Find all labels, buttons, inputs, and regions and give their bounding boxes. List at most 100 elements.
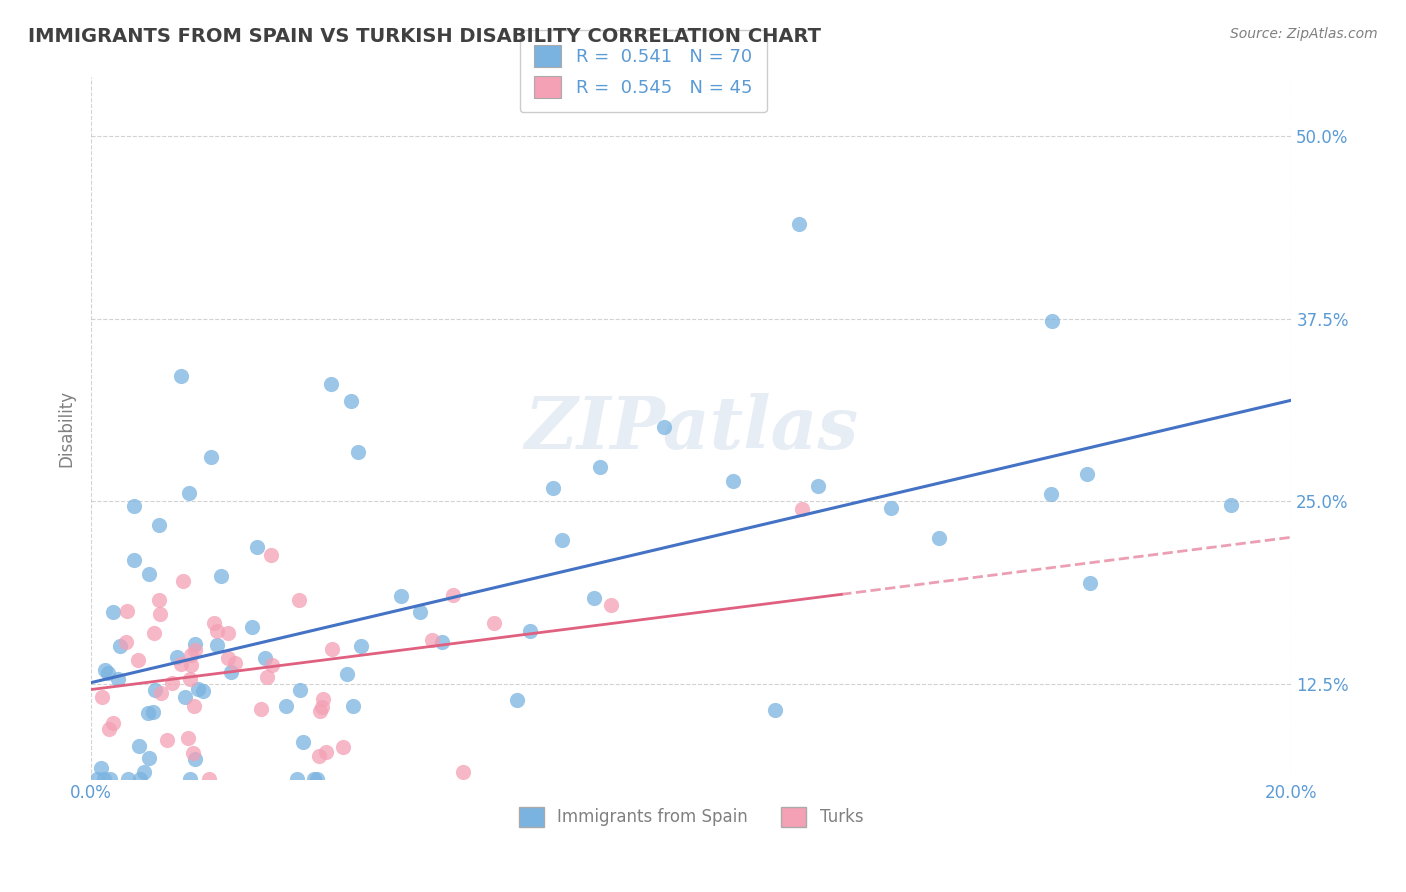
Point [1040,487,1063,501]
Point [441,588,464,602]
Point [97,665,120,680]
Point [107,673,129,687]
Point [308,748,330,763]
Point [340,394,363,409]
Point [115,635,138,649]
Point [183,751,205,765]
Point [138,566,160,581]
Point [420,633,443,648]
Point [253,651,276,665]
Legend: Immigrants from Spain, Turks: Immigrants from Spain, Turks [512,800,870,834]
Point [142,705,165,719]
Point [174,690,197,705]
Point [148,518,170,533]
Point [589,459,612,474]
Point [541,481,564,495]
Point [321,377,343,392]
Point [134,764,156,779]
Point [183,636,205,650]
Point [309,704,332,718]
Point [302,772,325,786]
Point [180,657,202,672]
Text: ZIPatlas: ZIPatlas [524,392,858,464]
Point [91,690,114,704]
Point [181,746,204,760]
Point [205,624,228,638]
Point [505,693,527,707]
Point [1220,498,1243,512]
Point [763,702,786,716]
Point [86,772,108,786]
Point [274,698,297,713]
Point [150,686,173,700]
Point [245,540,267,554]
Point [142,626,165,640]
Point [128,772,150,786]
Point [1078,576,1101,591]
Point [451,764,474,779]
Point [332,739,354,754]
Point [160,676,183,690]
Point [519,624,541,638]
Text: Source: ZipAtlas.com: Source: ZipAtlas.com [1230,27,1378,41]
Point [482,615,505,630]
Point [103,605,125,619]
Point [256,670,278,684]
Point [240,620,263,634]
Point [103,716,125,731]
Point [315,745,337,759]
Point [342,698,364,713]
Point [156,733,179,747]
Point [98,772,121,786]
Point [217,626,239,640]
Point [180,648,202,662]
Point [209,569,232,583]
Point [430,635,453,649]
Point [259,549,281,563]
Point [292,735,315,749]
Point [1076,467,1098,481]
Point [250,702,273,716]
Point [179,772,201,786]
Point [288,592,311,607]
Point [149,607,172,622]
Point [389,589,412,603]
Point [217,651,239,665]
Point [127,653,149,667]
Point [93,772,115,786]
Point [124,553,146,567]
Point [1040,314,1063,328]
Point [285,772,308,786]
Point [202,616,225,631]
Point [138,751,160,765]
Point [148,593,170,607]
Point [93,664,115,678]
Point [179,486,201,500]
Point [117,604,139,618]
Point [583,591,606,606]
Text: IMMIGRANTS FROM SPAIN VS TURKISH DISABILITY CORRELATION CHART: IMMIGRANTS FROM SPAIN VS TURKISH DISABIL… [28,27,821,45]
Point [312,691,335,706]
Point [198,772,221,786]
Point [128,739,150,754]
Point [599,598,621,612]
Y-axis label: Disability: Disability [58,390,75,467]
Point [97,722,120,736]
Point [200,450,222,465]
Point [184,643,207,657]
Point [205,638,228,652]
Point [409,605,432,619]
Point [193,684,215,698]
Point [350,640,373,654]
Point [179,672,201,686]
Point [183,698,205,713]
Point [787,217,810,231]
Point [721,474,744,488]
Point [187,681,209,696]
Point [110,639,132,653]
Point [321,641,343,656]
Point [792,502,814,516]
Point [262,658,284,673]
Point [172,574,194,588]
Point [176,731,198,746]
